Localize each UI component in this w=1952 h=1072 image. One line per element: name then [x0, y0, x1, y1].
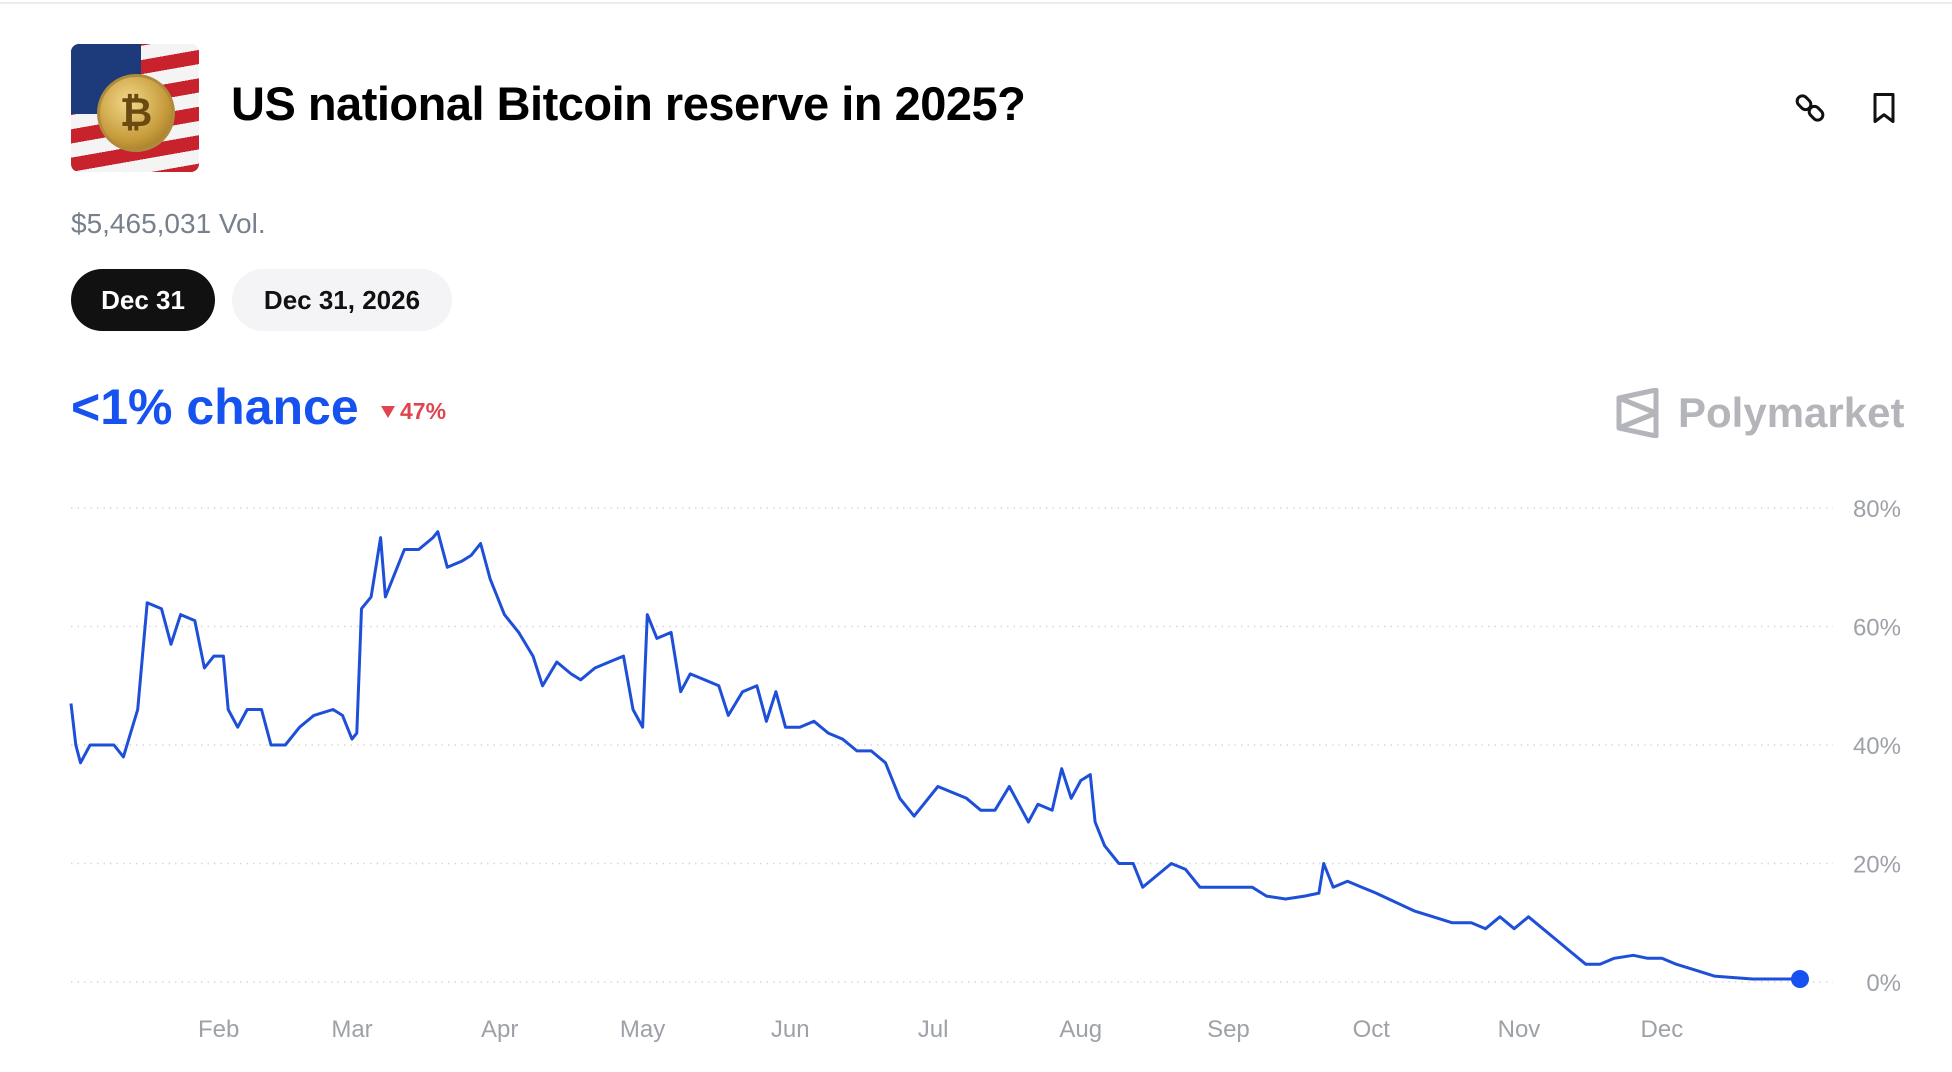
- x-tick-label: Apr: [481, 1016, 518, 1043]
- down-triangle-icon: [381, 405, 395, 418]
- x-tick-label: Jul: [918, 1016, 949, 1043]
- y-tick-label: 80%: [1853, 496, 1901, 523]
- y-tick-label: 20%: [1853, 852, 1901, 879]
- current-value-dot: [1791, 970, 1809, 989]
- y-tick-label: 40%: [1853, 733, 1901, 760]
- x-tick-label: Jun: [771, 1016, 810, 1043]
- y-tick-label: 60%: [1853, 615, 1901, 642]
- polymarket-logo-icon: [1616, 388, 1659, 438]
- x-tick-label: Oct: [1353, 1016, 1391, 1043]
- x-tick-label: May: [620, 1016, 665, 1043]
- change-value: 47%: [400, 398, 447, 424]
- brand-name: Polymarket: [1678, 389, 1905, 436]
- series-line: [69, 530, 1800, 981]
- change-indicator: 47%: [380, 398, 446, 425]
- market-title: US national Bitcoin reserve in 2025?: [231, 77, 1026, 130]
- x-tick-label: Aug: [1059, 1016, 1102, 1043]
- date-tab-dec-31-2026[interactable]: Dec 31, 2026: [232, 269, 452, 331]
- chance-value: <1% chance: [71, 379, 359, 435]
- x-tick-label: Mar: [331, 1016, 372, 1043]
- polymarket-logo: Polymarket: [1616, 388, 1904, 438]
- x-tick-label: Sep: [1207, 1016, 1250, 1043]
- x-tick-label: Dec: [1641, 1016, 1684, 1043]
- top-divider: [0, 2, 1952, 4]
- market-thumbnail: ₿: [71, 44, 199, 172]
- date-tab-dec-31[interactable]: Dec 31: [71, 269, 215, 331]
- x-tick-label: Nov: [1498, 1016, 1541, 1043]
- y-tick-label: 0%: [1866, 970, 1901, 997]
- bitcoin-coin-icon: ₿: [97, 74, 175, 152]
- copy-link-button[interactable]: [1792, 90, 1828, 126]
- bookmark-icon: [1873, 93, 1895, 123]
- bookmark-button[interactable]: [1866, 90, 1902, 126]
- link-icon: [1795, 94, 1825, 122]
- volume-label: $5,465,031 Vol.: [71, 208, 266, 239]
- x-tick-label: Feb: [198, 1016, 239, 1043]
